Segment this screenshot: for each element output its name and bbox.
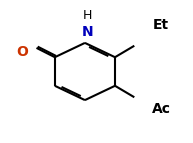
Text: O: O [16, 45, 28, 59]
Text: Ac: Ac [152, 102, 171, 116]
Text: N: N [82, 25, 94, 39]
Text: Et: Et [153, 18, 169, 32]
Text: H: H [83, 9, 92, 21]
